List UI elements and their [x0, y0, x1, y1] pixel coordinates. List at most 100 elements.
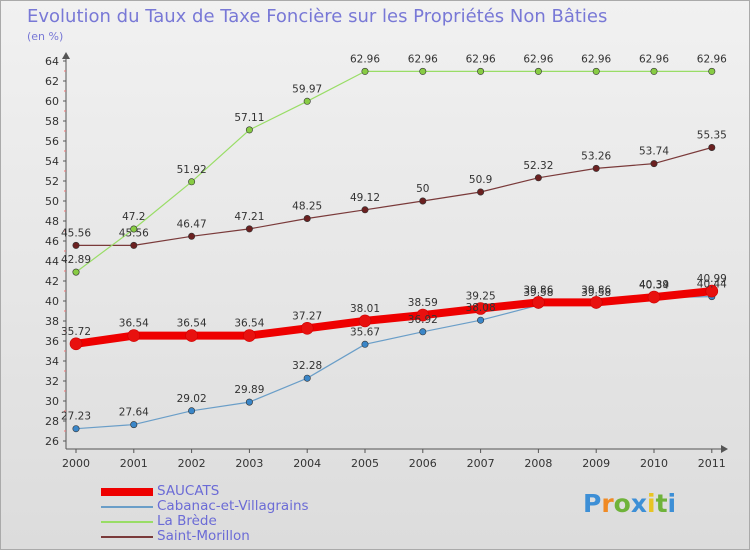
data-point-la-br-de	[650, 67, 658, 75]
data-label-cabanac-et-villagrains: 40.44	[697, 279, 727, 291]
data-point-saucats	[589, 296, 603, 309]
x-tick-label: 2005	[351, 457, 379, 470]
data-point-saucats	[705, 284, 719, 298]
data-label-saucats: 39.25	[466, 291, 496, 303]
x-tick-label: 2006	[409, 457, 437, 470]
y-axis-arrow	[62, 52, 70, 59]
data-point-la-br-de	[245, 126, 253, 134]
data-point-saint-morillon	[534, 174, 542, 182]
x-tick-label: 2004	[293, 457, 321, 470]
data-point-la-br-de	[477, 67, 485, 75]
data-label-la-br-de: 62.96	[466, 53, 496, 65]
y-tick-label: 64	[45, 55, 59, 68]
data-label-saint-morillon: 46.47	[177, 218, 207, 230]
data-point-la-br-de	[534, 67, 542, 75]
data-point-saint-morillon	[419, 197, 427, 205]
data-point-saint-morillon	[72, 241, 80, 249]
logo-letter: o	[613, 489, 631, 518]
data-point-saucats	[127, 329, 141, 342]
data-point-la-br-de	[130, 225, 138, 233]
y-tick-label: 36	[45, 335, 59, 348]
proxiti-logo: Proxiti	[583, 489, 676, 518]
data-point-cabanac-et-villagrains	[72, 425, 80, 433]
x-tick-label: 2001	[120, 457, 148, 470]
data-point-saucats	[300, 321, 314, 335]
y-tick-label: 38	[45, 315, 59, 328]
data-label-la-br-de: 62.96	[581, 53, 611, 65]
data-point-cabanac-et-villagrains	[419, 328, 427, 336]
legend-swatch-cabanac	[101, 506, 153, 508]
data-label-saucats: 40.39	[639, 279, 669, 291]
data-label-saucats: 35.72	[61, 326, 91, 338]
data-label-saint-morillon: 49.12	[350, 192, 380, 204]
data-label-saucats: 38.01	[350, 303, 380, 315]
data-label-saint-morillon: 53.26	[581, 150, 611, 162]
x-axis-arrow	[721, 445, 728, 453]
data-label-la-br-de: 59.97	[292, 83, 322, 95]
y-tick-label: 52	[45, 175, 59, 188]
data-point-saint-morillon	[245, 225, 253, 233]
data-point-saucats	[358, 314, 372, 328]
data-label-la-br-de: 62.96	[523, 53, 553, 65]
data-point-saint-morillon	[130, 241, 138, 249]
data-label-cabanac-et-villagrains: 35.67	[350, 326, 380, 338]
y-tick-label: 48	[45, 215, 59, 228]
data-label-saucats: 40.99	[697, 273, 727, 285]
logo-letter: r	[601, 489, 614, 518]
y-tick-label: 30	[45, 395, 59, 408]
data-point-la-br-de	[303, 97, 311, 105]
data-label-cabanac-et-villagrains: 39.58	[581, 287, 611, 299]
data-point-saint-morillon	[361, 206, 369, 214]
data-point-saint-morillon	[592, 164, 600, 172]
data-point-saucats	[185, 329, 198, 342]
data-label-cabanac-et-villagrains: 32.28	[292, 360, 322, 372]
data-labels: 45.56 45.56 46.47 47.21 48.25 49.12 50 50.9 52.3…	[61, 53, 727, 422]
data-label-la-br-de: 62.96	[697, 53, 727, 65]
y-tick-label: 58	[45, 115, 59, 128]
data-label-saucats: 37.27	[292, 310, 322, 322]
data-label-saint-morillon: 48.25	[292, 201, 322, 213]
y-tick-label: 50	[45, 195, 59, 208]
data-label-cabanac-et-villagrains: 40.34	[639, 280, 669, 292]
data-point-saucats	[532, 296, 545, 309]
data-point-cabanac-et-villagrains	[361, 340, 369, 348]
y-tick-label: 44	[45, 255, 59, 268]
chart-unit: (en %)	[27, 30, 64, 43]
logo-letter: i	[647, 489, 656, 518]
legend-swatch-saucats	[101, 488, 153, 496]
data-point-saint-morillon	[477, 188, 485, 196]
data-label-la-br-de: 57.11	[234, 112, 264, 124]
data-point-saint-morillon	[708, 144, 716, 152]
data-point-la-br-de	[72, 268, 80, 276]
data-point-cabanac-et-villagrains	[303, 374, 311, 382]
y-tick-label: 40	[45, 295, 59, 308]
x-tick-label: 2007	[467, 457, 495, 470]
y-tick-label: 46	[45, 235, 59, 248]
data-point-la-br-de	[708, 67, 716, 75]
y-tick-label: 54	[45, 155, 59, 168]
data-label-saucats: 39.86	[523, 284, 553, 296]
x-tick-label: 2009	[582, 457, 610, 470]
legend-label-la-brede: La Brède	[157, 513, 217, 529]
data-label-cabanac-et-villagrains: 27.64	[119, 407, 149, 419]
y-tick-label: 26	[45, 435, 59, 448]
data-point-saint-morillon	[650, 160, 658, 168]
axes: 26 28 30 32 34 36 38 40 42 44 46 48 50 52 54 56 58 60 62 64…	[45, 52, 728, 470]
legend-label-saucats: SAUCATS	[157, 483, 220, 499]
data-label-saucats: 39.86	[581, 284, 611, 296]
x-tick-label: 2011	[698, 457, 726, 470]
data-point-la-br-de	[188, 178, 196, 186]
data-label-cabanac-et-villagrains: 29.02	[177, 393, 207, 405]
data-label-saint-morillon: 55.35	[697, 130, 727, 142]
data-point-saucats	[69, 337, 83, 351]
y-tick-label: 42	[45, 275, 59, 288]
data-label-saint-morillon: 45.56	[119, 227, 149, 239]
data-point-saucats	[243, 329, 256, 342]
data-label-la-br-de: 62.96	[350, 53, 380, 65]
y-tick-label: 62	[45, 75, 59, 88]
data-point-la-br-de	[592, 67, 600, 75]
data-label-saint-morillon: 47.21	[234, 211, 264, 223]
data-label-cabanac-et-villagrains: 29.89	[234, 384, 264, 396]
data-point-cabanac-et-villagrains	[130, 421, 138, 429]
